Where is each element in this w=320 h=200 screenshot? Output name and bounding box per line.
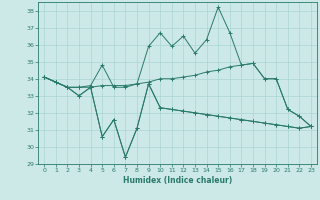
X-axis label: Humidex (Indice chaleur): Humidex (Indice chaleur) [123, 176, 232, 185]
